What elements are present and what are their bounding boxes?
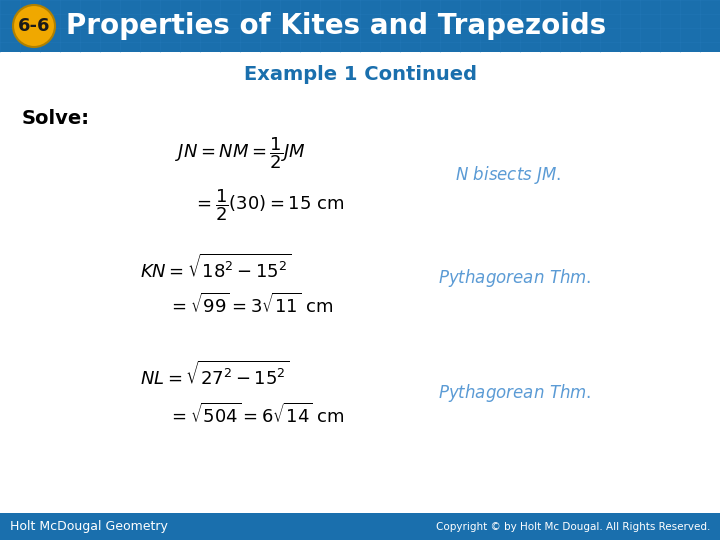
Text: $= \sqrt{504} = 6\sqrt{14}\ \mathrm{cm}$: $= \sqrt{504} = 6\sqrt{14}\ \mathrm{cm}$ bbox=[168, 403, 345, 427]
Text: $= \sqrt{99} = 3\sqrt{11}\ \mathrm{cm}$: $= \sqrt{99} = 3\sqrt{11}\ \mathrm{cm}$ bbox=[168, 293, 333, 317]
Text: $NL = \sqrt{27^2 - 15^2}$: $NL = \sqrt{27^2 - 15^2}$ bbox=[140, 361, 289, 389]
Text: Solve:: Solve: bbox=[22, 109, 90, 127]
Circle shape bbox=[13, 5, 55, 47]
Text: Example 1 Continued: Example 1 Continued bbox=[243, 64, 477, 84]
Bar bbox=[0, 513, 720, 540]
Text: $\mathit{Pythagorean\ Thm.}$: $\mathit{Pythagorean\ Thm.}$ bbox=[438, 382, 591, 404]
Text: Properties of Kites and Trapezoids: Properties of Kites and Trapezoids bbox=[66, 12, 606, 40]
Text: $JN = NM = \dfrac{1}{2}JM$: $JN = NM = \dfrac{1}{2}JM$ bbox=[175, 135, 306, 171]
Text: Holt McDougal Geometry: Holt McDougal Geometry bbox=[10, 520, 168, 533]
Text: Copyright © by Holt Mc Dougal. All Rights Reserved.: Copyright © by Holt Mc Dougal. All Right… bbox=[436, 522, 710, 531]
Text: 6-6: 6-6 bbox=[18, 17, 50, 35]
Bar bbox=[0, 0, 720, 52]
Text: $KN = \sqrt{18^2 - 15^2}$: $KN = \sqrt{18^2 - 15^2}$ bbox=[140, 254, 292, 282]
Text: $\mathit{Pythagorean\ Thm.}$: $\mathit{Pythagorean\ Thm.}$ bbox=[438, 267, 591, 289]
Text: $= \dfrac{1}{2}(30) = 15\ \mathrm{cm}$: $= \dfrac{1}{2}(30) = 15\ \mathrm{cm}$ bbox=[193, 187, 344, 223]
Text: $N\ \mathit{bisects}\ JM.$: $N\ \mathit{bisects}\ JM.$ bbox=[455, 164, 562, 186]
